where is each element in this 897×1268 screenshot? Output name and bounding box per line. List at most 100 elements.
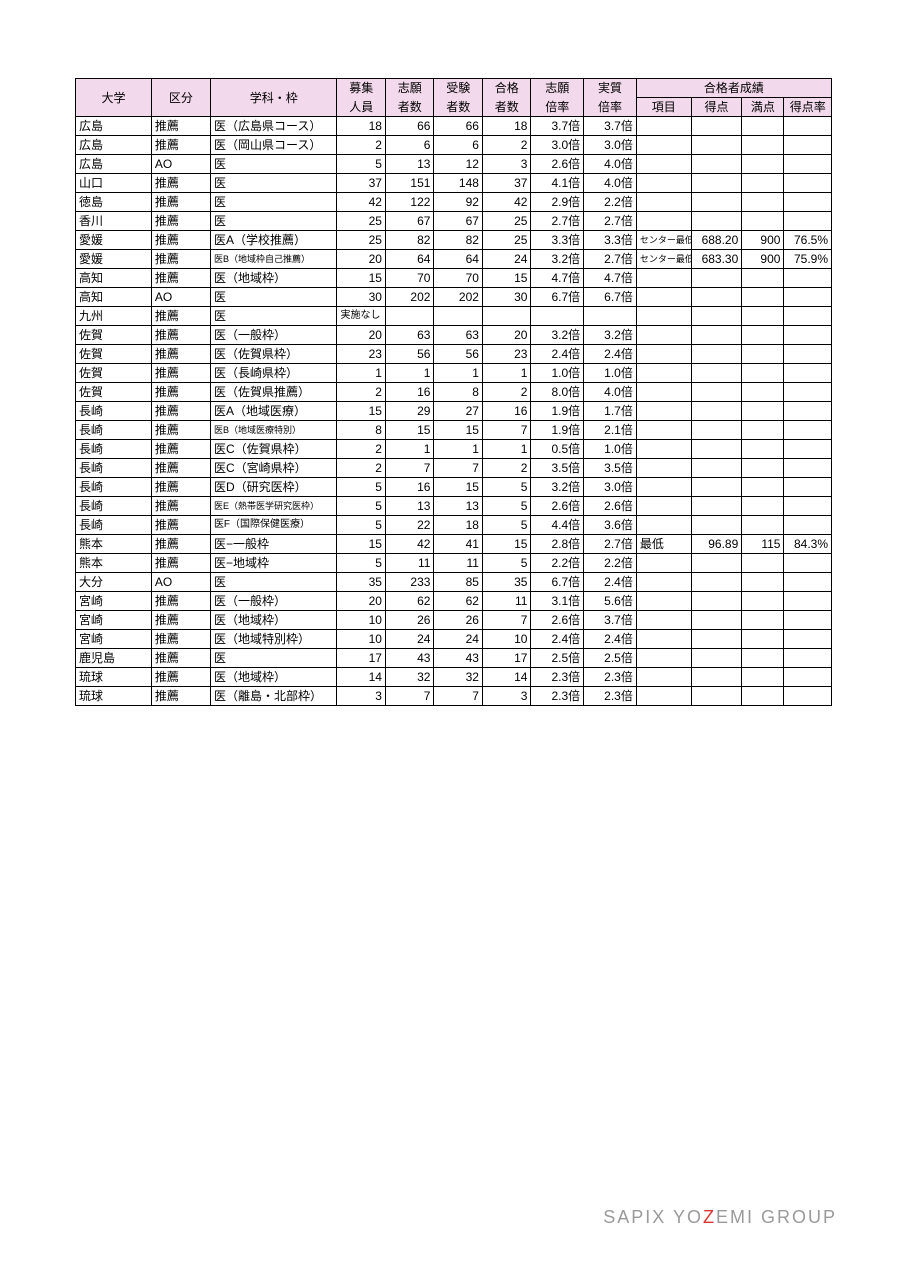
- cell-boshu: 2: [337, 136, 386, 155]
- cell-univ: 佐賀: [76, 364, 152, 383]
- cell-shigan: 22: [385, 516, 434, 535]
- cell-juken: 67: [434, 212, 483, 231]
- cell-kubun: 推薦: [151, 554, 210, 573]
- cell-boshu: 14: [337, 668, 386, 687]
- cell-shigan-rate: 2.6倍: [531, 611, 584, 630]
- cell-shigan: 6: [385, 136, 434, 155]
- cell-koumoku: [636, 212, 691, 231]
- cell-univ: 徳島: [76, 193, 152, 212]
- cell-full: [742, 459, 784, 478]
- cell-shigan: 13: [385, 155, 434, 174]
- cell-koumoku: [636, 440, 691, 459]
- cell-shigan: 64: [385, 250, 434, 269]
- cell-koumoku: [636, 649, 691, 668]
- cell-shigan-rate: 2.5倍: [531, 649, 584, 668]
- hdr-juken-top: 受験: [434, 79, 483, 98]
- cell-juken: 63: [434, 326, 483, 345]
- cell-boshu: 5: [337, 554, 386, 573]
- cell-gakka: 医A（地域医療）: [210, 402, 337, 421]
- cell-gokaku: 24: [482, 250, 531, 269]
- cell-gakka: 医C（佐賀県枠）: [210, 440, 337, 459]
- cell-shigan-rate: 4.7倍: [531, 269, 584, 288]
- hdr-manten: 満点: [742, 98, 784, 117]
- cell-full: [742, 554, 784, 573]
- cell-gakka: 医（長崎県枠）: [210, 364, 337, 383]
- cell-full: [742, 117, 784, 136]
- cell-gokaku: 14: [482, 668, 531, 687]
- cell-kubun: AO: [151, 288, 210, 307]
- cell-koumoku: [636, 421, 691, 440]
- cell-shigan: 11: [385, 554, 434, 573]
- cell-jisshitsu-rate: 3.7倍: [584, 611, 637, 630]
- cell-pct: [784, 307, 832, 326]
- cell-pct: [784, 136, 832, 155]
- cell-score: [691, 326, 742, 345]
- cell-shigan-rate: 0.5倍: [531, 440, 584, 459]
- cell-gokaku: 35: [482, 573, 531, 592]
- cell-gakka: 医E（熱帯医学研究医枠）: [210, 497, 337, 516]
- cell-shigan-rate: 2.3倍: [531, 687, 584, 706]
- cell-score: [691, 155, 742, 174]
- table-row: 広島推薦医（岡山県コース）26623.0倍3.0倍: [76, 136, 832, 155]
- data-table: 大学 区分 学科・枠 募集 志願 受験 合格 志願 実質 合格者成績 人員 者数…: [75, 78, 832, 706]
- cell-shigan-rate: 2.3倍: [531, 668, 584, 687]
- cell-pct: [784, 516, 832, 535]
- cell-full: [742, 174, 784, 193]
- cell-gokaku: 11: [482, 592, 531, 611]
- cell-juken: 11: [434, 554, 483, 573]
- cell-pct: 75.9%: [784, 250, 832, 269]
- cell-score: [691, 478, 742, 497]
- cell-gakka: 医（一般枠）: [210, 592, 337, 611]
- cell-shigan: 29: [385, 402, 434, 421]
- cell-pct: [784, 649, 832, 668]
- cell-boshu: 1: [337, 364, 386, 383]
- cell-kubun: 推薦: [151, 231, 210, 250]
- cell-kubun: 推薦: [151, 174, 210, 193]
- cell-score: [691, 649, 742, 668]
- cell-koumoku: [636, 402, 691, 421]
- cell-full: [742, 288, 784, 307]
- cell-boshu: 23: [337, 345, 386, 364]
- cell-shigan: 13: [385, 497, 434, 516]
- table-row: 琉球推薦医（地域枠）143232142.3倍2.3倍: [76, 668, 832, 687]
- cell-koumoku: センター最低: [636, 231, 691, 250]
- cell-shigan-rate: 3.2倍: [531, 250, 584, 269]
- cell-koumoku: [636, 288, 691, 307]
- cell-gokaku: 5: [482, 554, 531, 573]
- cell-univ: 宮崎: [76, 592, 152, 611]
- cell-juken: 92: [434, 193, 483, 212]
- hdr-univ: 大学: [76, 79, 152, 117]
- table-row: 佐賀推薦医（佐賀県枠）235656232.4倍2.4倍: [76, 345, 832, 364]
- table-row: 山口推薦医37151148374.1倍4.0倍: [76, 174, 832, 193]
- cell-shigan: 7: [385, 687, 434, 706]
- cell-juken: 202: [434, 288, 483, 307]
- cell-kubun: 推薦: [151, 269, 210, 288]
- cell-kubun: 推薦: [151, 516, 210, 535]
- cell-univ: 熊本: [76, 554, 152, 573]
- cell-shigan: 70: [385, 269, 434, 288]
- table-row: 九州推薦医実施なし: [76, 307, 832, 326]
- cell-juken: 70: [434, 269, 483, 288]
- cell-gokaku: 3: [482, 155, 531, 174]
- cell-univ: 鹿児島: [76, 649, 152, 668]
- cell-shigan: 63: [385, 326, 434, 345]
- cell-koumoku: [636, 326, 691, 345]
- cell-koumoku: [636, 307, 691, 326]
- table-row: 宮崎推薦医（地域枠）10262672.6倍3.7倍: [76, 611, 832, 630]
- cell-juken: 56: [434, 345, 483, 364]
- cell-juken: 12: [434, 155, 483, 174]
- cell-score: [691, 630, 742, 649]
- cell-boshu: 8: [337, 421, 386, 440]
- cell-gokaku: 10: [482, 630, 531, 649]
- cell-full: [742, 269, 784, 288]
- cell-kubun: 推薦: [151, 668, 210, 687]
- cell-boshu: 15: [337, 535, 386, 554]
- cell-shigan: 42: [385, 535, 434, 554]
- cell-pct: [784, 497, 832, 516]
- footer-z: Z: [703, 1207, 716, 1227]
- cell-pct: [784, 155, 832, 174]
- cell-kubun: 推薦: [151, 687, 210, 706]
- cell-full: [742, 307, 784, 326]
- cell-koumoku: [636, 497, 691, 516]
- cell-shigan-rate: 4.4倍: [531, 516, 584, 535]
